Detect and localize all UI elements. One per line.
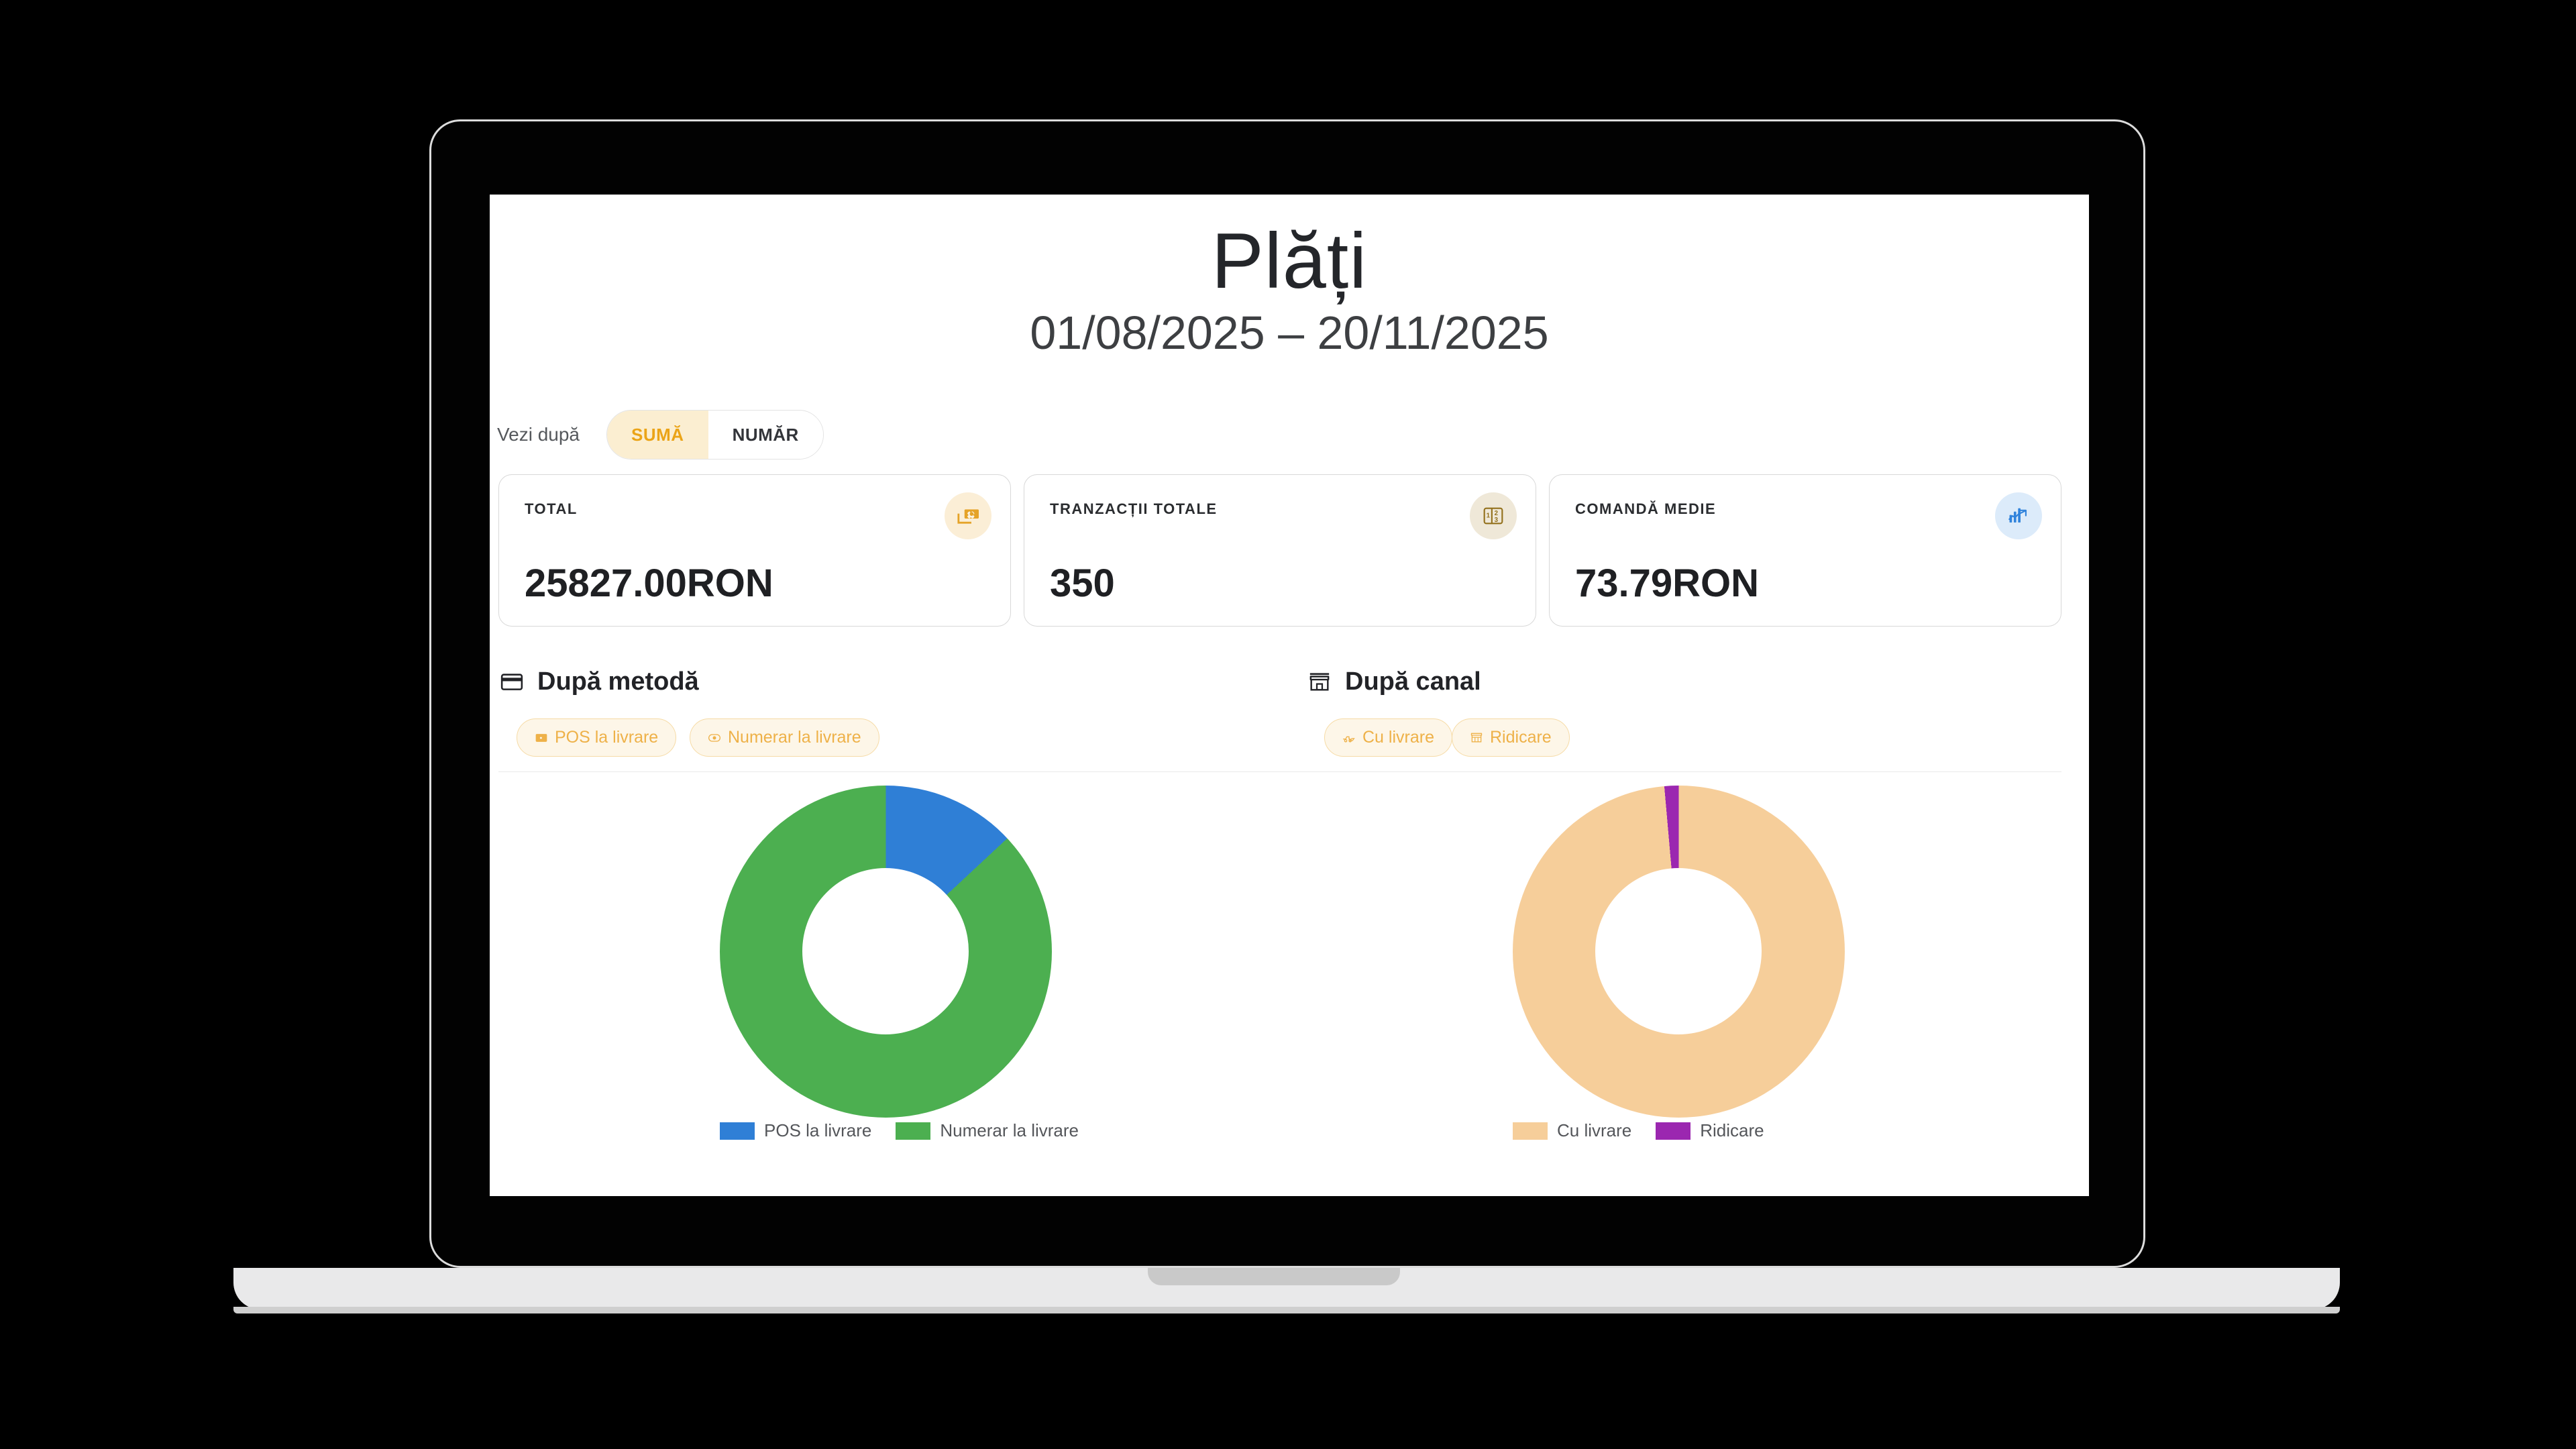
- svg-text:1: 1: [1487, 512, 1491, 519]
- svg-text:3: 3: [1495, 517, 1499, 524]
